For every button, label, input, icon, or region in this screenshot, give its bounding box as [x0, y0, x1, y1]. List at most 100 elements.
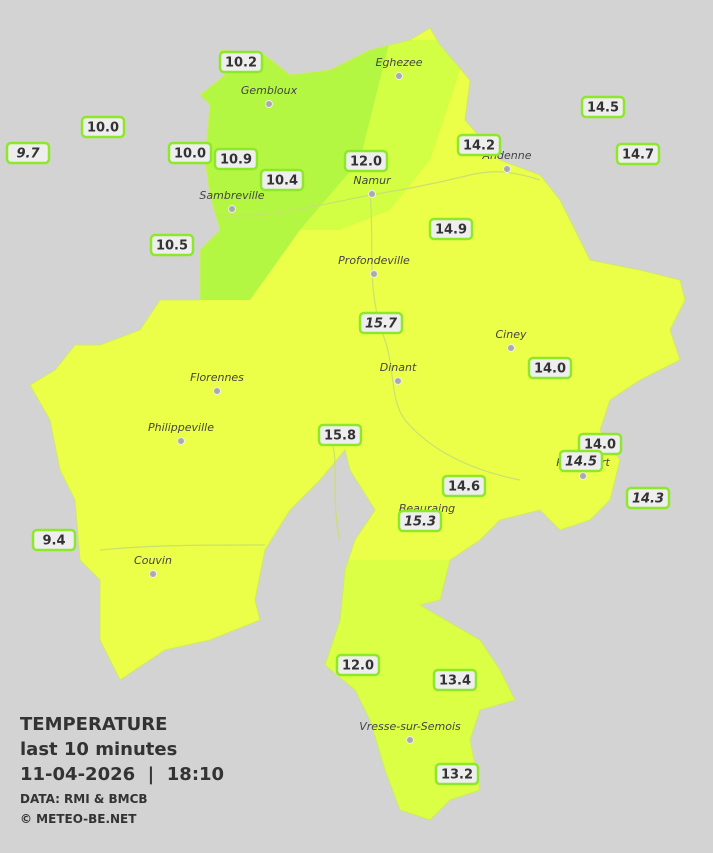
rivers — [99, 171, 541, 551]
station-box — [358, 311, 404, 335]
station-box — [527, 356, 573, 380]
station-box — [317, 423, 363, 447]
city-dot — [394, 377, 402, 385]
station: 14.3 — [625, 486, 671, 510]
city-name: Namur — [353, 174, 392, 187]
legend-datetime: 11-04-2026 | 18:10 — [20, 764, 224, 785]
station-box — [259, 168, 305, 192]
city-dot — [406, 736, 414, 744]
station: 14.0 — [527, 356, 573, 380]
station-box — [456, 133, 502, 157]
city-name: Sambreville — [199, 189, 264, 202]
city-name: Ciney — [496, 328, 527, 341]
city-name: Vresse-sur-Semois — [359, 720, 461, 733]
station: 14.5 — [580, 95, 626, 119]
station: 15.7 — [358, 311, 404, 335]
station: 14.6 — [441, 474, 487, 498]
city-dot — [265, 100, 273, 108]
legend-subtitle: last 10 minutes — [20, 739, 177, 760]
legend-title: TEMPERATURE — [20, 714, 167, 735]
station-temp: 14.7 — [622, 148, 654, 163]
city-dot — [579, 472, 587, 480]
station-temp: 14.5 — [565, 455, 597, 470]
station: 14.2 — [456, 133, 502, 157]
station-temp: 10.4 — [266, 174, 298, 189]
city-name: Eghezee — [376, 56, 423, 69]
station-box — [397, 509, 443, 533]
station-temp: 9.7 — [16, 147, 40, 162]
station: 15.3 — [397, 509, 443, 533]
station: 15.8 — [317, 423, 363, 447]
station-temp: 10.5 — [156, 239, 188, 254]
station: 10.4 — [259, 168, 305, 192]
station-temp: 13.2 — [441, 768, 473, 783]
station: 13.4 — [432, 668, 478, 692]
station-box — [343, 149, 389, 173]
station-temp: 14.0 — [534, 362, 566, 377]
city-dot — [228, 205, 236, 213]
station: 10.2 — [218, 50, 264, 74]
station-temp: 9.4 — [42, 534, 65, 549]
station-temp: 15.8 — [324, 429, 356, 444]
station-temp: 14.3 — [632, 492, 664, 507]
city-dot — [177, 437, 185, 445]
station-temp: 10.0 — [87, 121, 119, 136]
city-name: Florennes — [190, 371, 244, 384]
station-box — [80, 115, 126, 139]
station-box — [167, 141, 213, 165]
station: 14.9 — [428, 217, 474, 241]
station-box — [213, 147, 259, 171]
station: 10.5 — [149, 233, 195, 257]
city-name: Profondeville — [338, 254, 410, 267]
station-temp: 10.0 — [174, 147, 206, 162]
station-box — [428, 217, 474, 241]
station: 12.0 — [343, 149, 389, 173]
station-temp: 12.0 — [350, 155, 382, 170]
city-dot — [213, 387, 221, 395]
city-name: Philippeville — [148, 421, 214, 434]
station-temp: 10.2 — [225, 56, 257, 71]
station-box — [149, 233, 195, 257]
station-temp: 14.5 — [587, 101, 619, 116]
station-box — [580, 95, 626, 119]
station-box — [558, 449, 604, 473]
station-box — [432, 668, 478, 692]
station-box — [441, 474, 487, 498]
legend-credit: © METEO-BE.NET — [20, 812, 137, 826]
station-temp: 14.9 — [435, 223, 467, 238]
station-box — [434, 762, 480, 786]
station-box — [625, 486, 671, 510]
city-name: Couvin — [134, 554, 172, 567]
station-box — [335, 653, 381, 677]
station-temp: 14.2 — [463, 139, 495, 154]
station: 10.0 — [167, 141, 213, 165]
station: 10.9 — [213, 147, 259, 171]
station-box — [5, 141, 51, 165]
station-box — [31, 528, 77, 552]
city-dot — [503, 165, 511, 173]
station: 14.5 — [558, 449, 604, 473]
city-name: Gembloux — [241, 84, 298, 97]
station-temp: 10.9 — [220, 153, 252, 168]
city-dot — [149, 570, 157, 578]
station: 9.7 — [5, 141, 51, 165]
station: 10.0 — [80, 115, 126, 139]
station: 13.2 — [434, 762, 480, 786]
city-dot — [370, 270, 378, 278]
city-name: Dinant — [380, 361, 417, 374]
city-dot — [368, 190, 376, 198]
station: 14.7 — [615, 142, 661, 166]
city-dot — [507, 344, 515, 352]
station: 9.4 — [31, 528, 77, 552]
station-temp: 14.0 — [584, 438, 616, 453]
city-dot — [395, 72, 403, 80]
station-temp: 14.6 — [448, 480, 480, 495]
legend-source: DATA: RMI & BMCB — [20, 792, 148, 806]
station-box — [615, 142, 661, 166]
station-temp: 15.3 — [404, 515, 436, 530]
station: 12.0 — [335, 653, 381, 677]
station-temp: 15.7 — [365, 317, 398, 332]
station-temp: 13.4 — [439, 674, 471, 689]
station-box — [218, 50, 264, 74]
